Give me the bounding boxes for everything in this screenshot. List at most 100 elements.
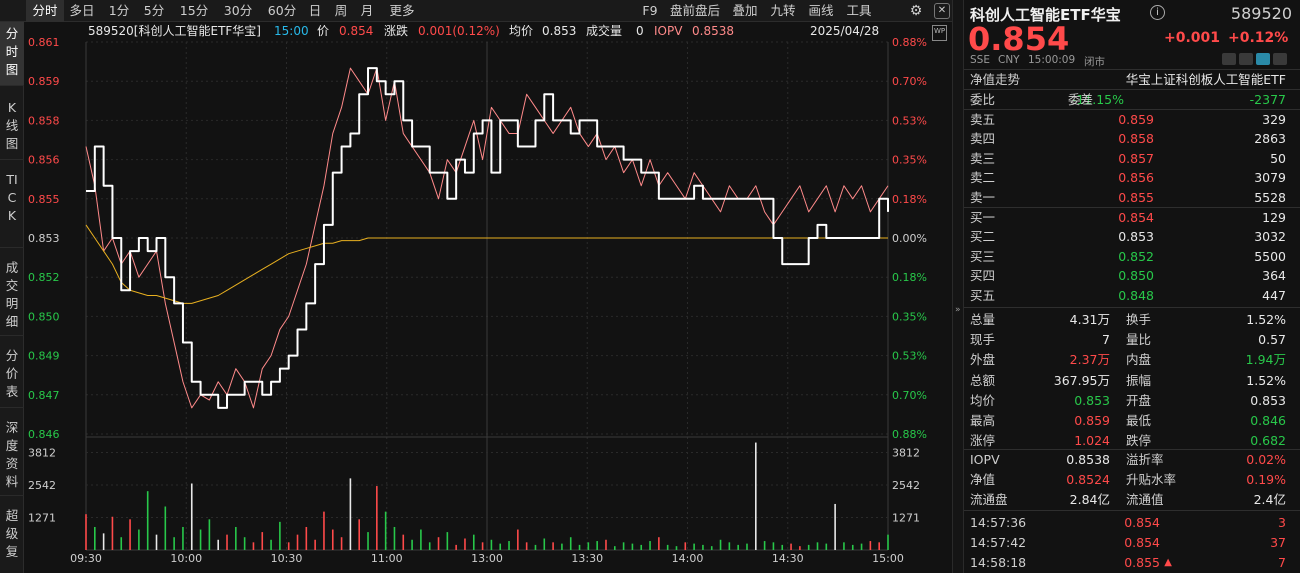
tab-more[interactable]: 更多 [389, 3, 415, 18]
stats-row[interactable]: 均价 0.853 开盘 0.853 [964, 391, 1300, 411]
tab-month[interactable]: 月 [360, 3, 374, 18]
chart-symbol: 589520[科创人工智能ETF华宝] [88, 24, 261, 38]
panel-splitter[interactable]: » [952, 0, 964, 573]
tab-30min[interactable]: 30分 [223, 3, 253, 18]
tab-week[interactable]: 周 [334, 3, 348, 18]
tab-60min[interactable]: 60分 [267, 3, 297, 18]
stats-row[interactable]: 最高 0.859 最低 0.846 [964, 411, 1300, 431]
stats-row[interactable]: 涨停 1.024 跌停 0.682 [964, 431, 1300, 451]
stat-label: 均价 [970, 392, 996, 408]
overlay-button[interactable]: 叠加 [732, 3, 758, 18]
stat-value: 1.52% [1246, 312, 1286, 327]
nine-turn-button[interactable]: 九转 [770, 3, 796, 18]
bid-label: 买二 [970, 229, 996, 245]
nav-depth-data[interactable]: 深度资料 [0, 416, 24, 496]
bid-level-row[interactable]: 买四 0.850 364 [964, 266, 1300, 286]
bell-icon[interactable] [1256, 53, 1270, 65]
price-tick-label: 0.853 [28, 232, 60, 245]
stat-label: 开盘 [1126, 392, 1152, 408]
stat-label: 内盘 [1126, 352, 1152, 368]
fund-stats-row[interactable]: 净值 0.8524 升贴水率 0.19% [964, 470, 1300, 490]
tab-day[interactable]: 日 [308, 3, 322, 18]
volume-tick-label: 1271 [28, 511, 56, 524]
tools-button[interactable]: 工具 [846, 3, 872, 18]
fund-stats-row[interactable]: 流通盘 2.84亿 流通值 2.4亿 [964, 490, 1300, 510]
bid-level-row[interactable]: 买五 0.848 447 [964, 286, 1300, 306]
ask-volume: 50 [1270, 150, 1286, 166]
bid-label: 买五 [970, 287, 996, 303]
ask-volume: 3079 [1254, 170, 1286, 186]
quote-time: 15:00:09 [1028, 54, 1076, 66]
stats-row[interactable]: 现手 7 量比 0.57 [964, 330, 1300, 350]
tab-1min[interactable]: 1分 [108, 3, 130, 18]
intraday-chart[interactable]: 0.861 0.88% 0.859 0.70% 0.858 0.53% 0.856 0.35%… [24, 22, 952, 573]
ask-level-row[interactable]: 卖二 0.856 3079 [964, 168, 1300, 188]
ask-price: 0.857 [1118, 150, 1154, 166]
nav-tick[interactable]: TICK [0, 168, 24, 248]
security-code: 589520 [1230, 4, 1292, 23]
nav-intraday-chart[interactable]: 分时图 [0, 22, 24, 86]
volume-tick-label: 2542 [28, 479, 56, 492]
ask-level-row[interactable]: 卖三 0.857 50 [964, 149, 1300, 169]
nav-trade-detail[interactable]: 成交明细 [0, 256, 24, 336]
nav-super[interactable]: 超级复 [5, 508, 19, 559]
nav-kline-chart[interactable]: K线图 [0, 96, 24, 160]
bid-level-row[interactable]: 买三 0.852 5500 [964, 247, 1300, 267]
tick-row[interactable]: 14:58:18 0.855 7 ▲ [964, 553, 1300, 573]
left-nav: 分时图 K线图 TICK 成交明细 分价表 深度资料 超级复 [0, 22, 24, 573]
bid-volume: 364 [1262, 268, 1286, 284]
stats-row[interactable]: 外盘 2.37万 内盘 1.94万 [964, 350, 1300, 370]
price-tick-label: 0.856 [28, 154, 60, 167]
stat-label: IOPV [970, 452, 1000, 467]
avg-price-line [85, 224, 888, 304]
pre-post-market-button[interactable]: 盘前盘后 [669, 3, 720, 18]
close-icon[interactable]: ✕ [934, 3, 950, 19]
stat-label: 涨停 [970, 433, 996, 449]
stat-label: 流通值 [1126, 491, 1164, 507]
tab-15min[interactable]: 15分 [179, 3, 209, 18]
stat-value: 2.37万 [1069, 352, 1110, 368]
tab-multi-day[interactable]: 多日 [69, 3, 95, 18]
collapse-arrow-icon[interactable]: » [955, 305, 961, 315]
avg-label: 均价 [509, 24, 534, 38]
stat-label: 量比 [1126, 332, 1152, 348]
tick-volume: 7 [1278, 555, 1286, 570]
tab-intraday[interactable]: 分时 [26, 0, 64, 22]
draw-line-button[interactable]: 画线 [808, 3, 834, 18]
flag-icon[interactable] [1222, 53, 1236, 65]
change-value: 0.001(0.12%) [418, 24, 500, 38]
bid-level-row[interactable]: 买二 0.853 3032 [964, 227, 1300, 247]
stat-value: 367.95万 [1053, 372, 1110, 388]
fund-stats-row[interactable]: IOPV 0.8538 溢折率 0.02% [964, 450, 1300, 470]
stat-value: 0.8524 [1066, 471, 1110, 487]
pct-tick-label: 0.18% [892, 193, 927, 206]
tab-5min[interactable]: 5分 [143, 3, 165, 18]
tick-row[interactable]: 14:57:36 0.854 3 [964, 513, 1300, 533]
gear-icon[interactable]: ⚙ [909, 3, 923, 19]
tag-icon[interactable] [1239, 53, 1253, 65]
f9-button[interactable]: F9 [642, 3, 658, 18]
stats-row[interactable]: 总额 367.95万 振幅 1.52% [964, 371, 1300, 391]
pct-tick-label: 0.35% [892, 310, 927, 323]
bid-level-row[interactable]: 买一 0.854 129 [964, 208, 1300, 228]
info-icon[interactable]: i [1150, 5, 1165, 20]
stat-value: 4.31万 [1069, 312, 1110, 327]
volume-tick-label: 2542 [892, 479, 920, 492]
nav-trend-row[interactable]: 净值走势 华宝上证科创板人工智能ETF [964, 70, 1300, 90]
tick-volume: 37 [1270, 535, 1286, 550]
ask-level-row[interactable]: 卖一 0.855 5528 [964, 188, 1300, 208]
price-tick-label: 0.852 [28, 271, 60, 284]
last-price: 0.854 [968, 20, 1070, 58]
tick-volume: 3 [1278, 515, 1286, 530]
alert-icon[interactable] [1273, 53, 1287, 65]
tick-row[interactable]: 14:57:42 0.854 37 [964, 533, 1300, 553]
stat-value: 0.859 [1074, 413, 1110, 428]
price-value: 0.854 [339, 24, 374, 38]
nav-price-table[interactable]: 分价表 [0, 344, 24, 408]
weicha-label: 委差 [1068, 92, 1094, 107]
bid-volume: 129 [1262, 210, 1286, 225]
bid-price: 0.854 [1118, 210, 1154, 225]
ask-level-row[interactable]: 卖四 0.858 2863 [964, 129, 1300, 149]
ask-level-row[interactable]: 卖五 0.859 329 [964, 110, 1300, 130]
stats-row[interactable]: 总量 4.31万 换手 1.52% [964, 310, 1300, 330]
